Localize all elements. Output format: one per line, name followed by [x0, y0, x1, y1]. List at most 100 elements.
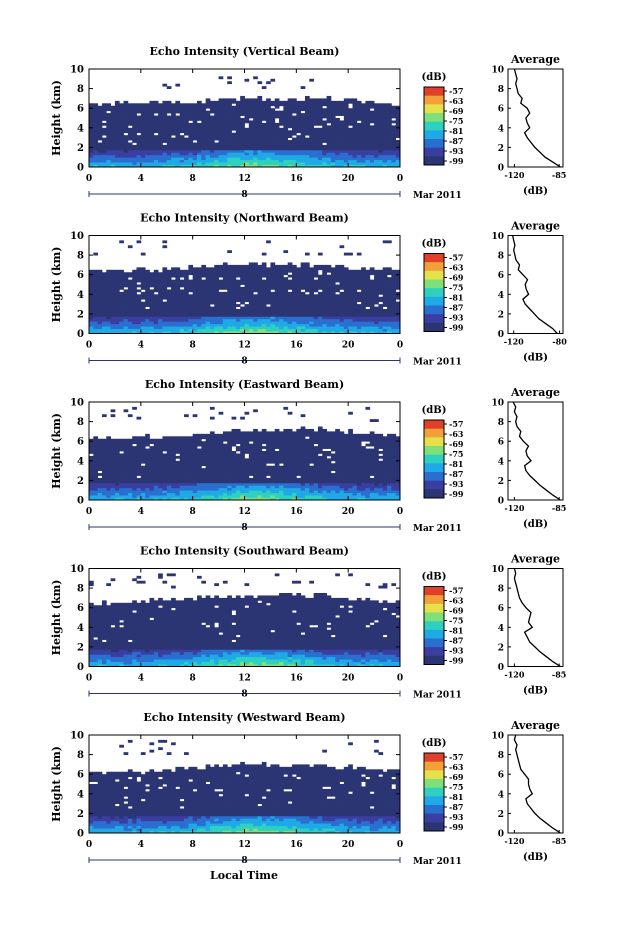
heatmap-cell — [106, 455, 111, 459]
heatmap-cell — [292, 289, 297, 293]
heatmap-cell — [222, 433, 228, 437]
colorbar-swatch — [424, 147, 444, 157]
heatmap-cell — [257, 306, 263, 310]
heatmap-cell — [339, 164, 345, 168]
heatmap-cell — [192, 301, 198, 305]
heatmap-cell — [140, 159, 146, 163]
heatmap-cell — [192, 152, 198, 156]
heatmap-cell — [114, 277, 120, 280]
heatmap-cell — [369, 162, 375, 165]
heatmap-cell — [279, 130, 284, 134]
y-tick-label: 0 — [77, 329, 84, 340]
heatmap-cell — [244, 309, 250, 312]
heatmap-cell — [244, 495, 250, 498]
colorbar-tick-label: -87 — [449, 136, 463, 146]
heatmap-cell — [123, 485, 129, 489]
heatmap-cell — [136, 468, 142, 471]
heatmap-cell — [248, 318, 254, 322]
heatmap-cell — [330, 152, 336, 156]
heatmap-cell — [248, 453, 254, 457]
heatmap-cell — [119, 460, 124, 464]
heatmap-cell — [201, 304, 207, 307]
heatmap-cell — [391, 147, 397, 151]
heatmap-cell — [248, 480, 254, 484]
heatmap-cell — [356, 100, 362, 104]
heatmap-cell — [218, 272, 224, 276]
heatmap-cell — [283, 137, 289, 141]
heatmap-cell — [214, 132, 219, 136]
heatmap-cell — [279, 149, 284, 153]
heatmap-cell — [240, 313, 245, 317]
heatmap-cell — [244, 441, 250, 445]
heatmap-cell — [266, 316, 271, 320]
heatmap-cell — [266, 272, 271, 276]
heatmap-cell — [296, 299, 302, 303]
heatmap-cell — [222, 463, 228, 467]
heatmap-cell — [218, 164, 224, 168]
heatmap-cell — [244, 313, 250, 317]
heatmap-cell — [145, 321, 150, 325]
heatmap-cell — [97, 455, 103, 459]
heatmap-cell — [209, 286, 215, 290]
heatmap-cell — [335, 284, 340, 288]
heatmap-cell — [343, 269, 349, 273]
heatmap-cell — [101, 306, 107, 310]
heatmap-cell — [136, 152, 142, 156]
heatmap-cell — [123, 451, 129, 454]
heatmap-cell — [162, 473, 168, 476]
heatmap-cell — [283, 105, 289, 109]
heatmap-cell — [240, 458, 245, 462]
heatmap-cell — [136, 492, 142, 496]
heatmap-cell — [231, 105, 237, 109]
heatmap-cell — [201, 115, 207, 119]
heatmap-cell — [231, 110, 237, 114]
heatmap-cell — [274, 311, 280, 315]
heatmap-cell — [279, 154, 284, 158]
heatmap-cell — [140, 279, 146, 283]
heatmap-cell — [326, 282, 332, 285]
heatmap-cell — [391, 306, 397, 310]
heatmap-cell — [317, 306, 323, 310]
heatmap-cell — [184, 289, 189, 293]
heatmap-cell — [235, 458, 241, 462]
heatmap-cell — [335, 137, 340, 141]
heatmap-cell — [184, 458, 189, 462]
heatmap-cell — [356, 284, 362, 288]
heatmap-cell — [356, 130, 362, 134]
heatmap-cell — [240, 441, 245, 445]
heatmap-cell — [166, 313, 172, 317]
heatmap-cell — [140, 284, 146, 288]
heatmap-cell — [330, 328, 336, 332]
heatmap-cell — [158, 495, 163, 498]
heatmap-cell — [175, 105, 181, 109]
heatmap-cell — [201, 274, 207, 278]
heatmap-cell — [330, 269, 336, 273]
heatmap-cell — [145, 451, 150, 454]
heatmap-cell — [145, 274, 150, 278]
heatmap-cell — [343, 120, 349, 124]
heatmap-cell — [330, 130, 336, 134]
heatmap-cell — [209, 103, 215, 107]
heatmap-cell — [374, 277, 379, 280]
heatmap-cell — [304, 98, 310, 102]
heatmap-cell — [352, 323, 358, 327]
heatmap-cell — [240, 306, 245, 310]
heatmap-cell — [231, 137, 237, 141]
heatmap-cell — [387, 159, 392, 163]
heatmap-cell — [348, 144, 353, 148]
heatmap-cell — [110, 321, 116, 325]
heatmap-cell — [313, 316, 319, 320]
heatmap-cell — [162, 446, 168, 449]
heatmap-cell — [292, 269, 297, 273]
heatmap-cell — [205, 304, 211, 307]
heatmap-cell — [292, 122, 297, 126]
heatmap-cell — [158, 323, 163, 327]
heatmap-cell — [162, 328, 168, 332]
heatmap-cell — [343, 125, 349, 129]
heatmap-cell — [166, 159, 172, 163]
heatmap-cell — [300, 118, 306, 121]
heatmap-cell — [365, 313, 371, 317]
heatmap-cell — [339, 299, 345, 303]
heatmap-cell — [348, 135, 353, 138]
heatmap-cell — [369, 103, 375, 107]
